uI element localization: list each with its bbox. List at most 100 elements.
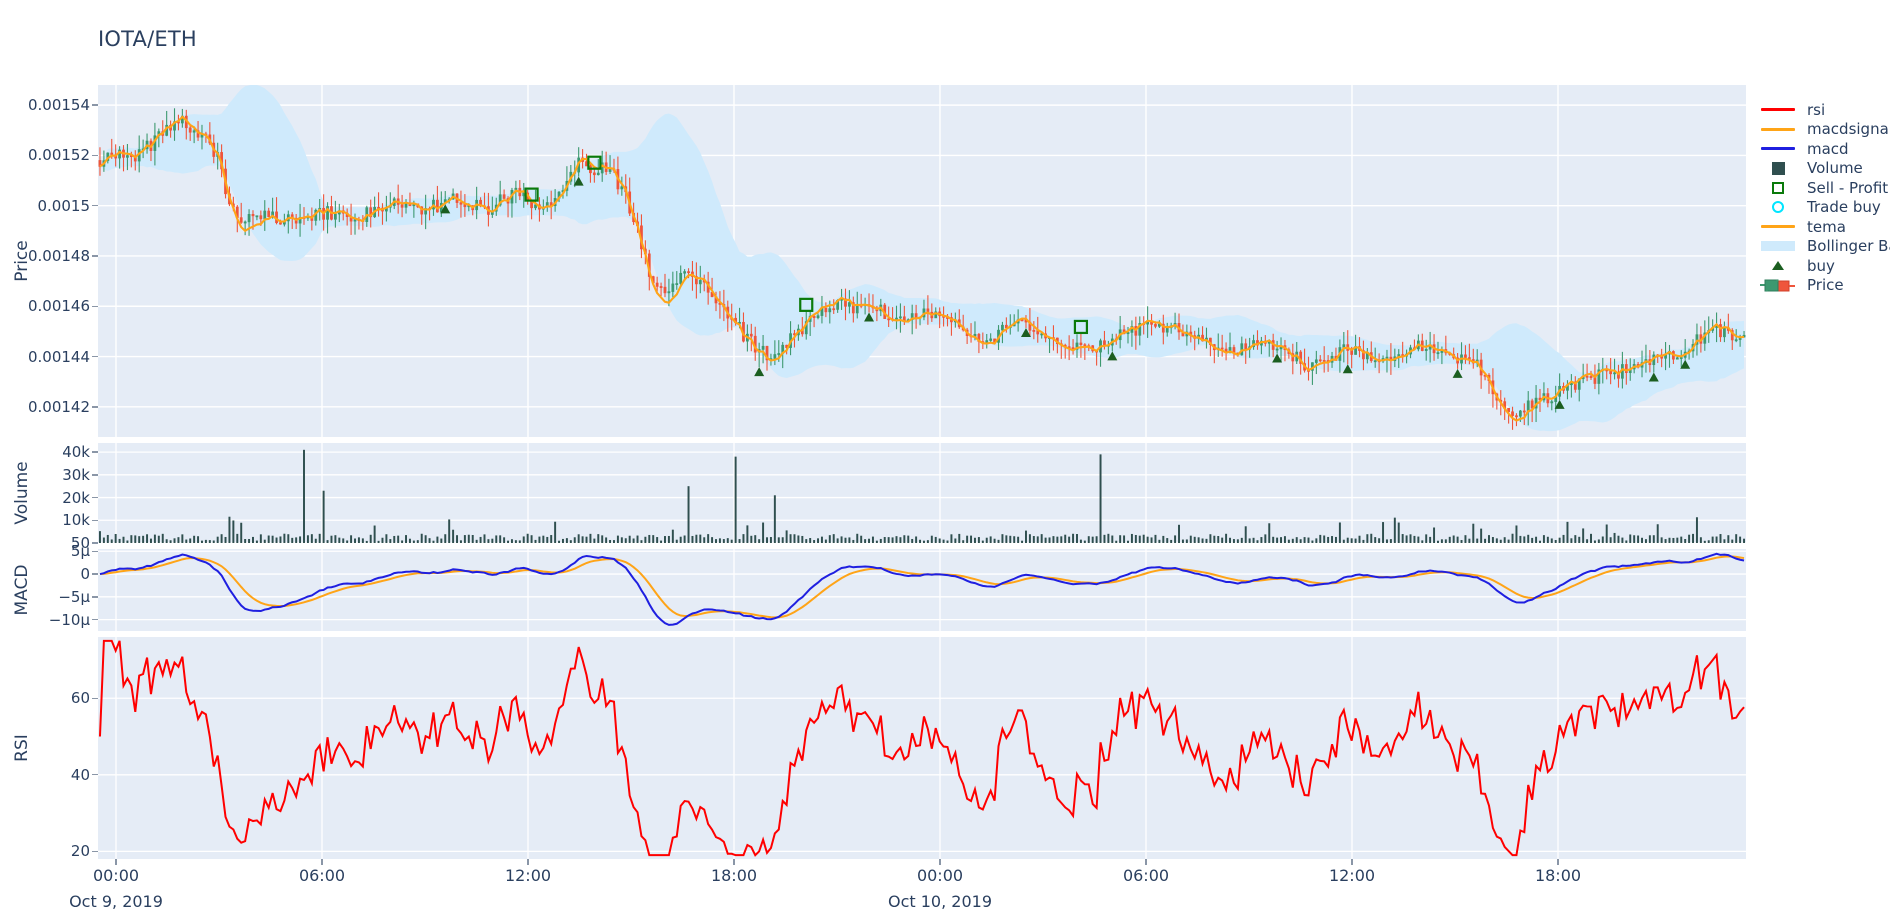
x-tick-1: 06:00	[298, 866, 346, 885]
y-tick-price-6: 0.00142	[27, 397, 90, 416]
y-tick-macd-1: 0	[80, 565, 90, 584]
x-tick-mark	[115, 859, 117, 865]
y-tick-mark	[92, 255, 98, 257]
legend-item-label: Trade buy	[1807, 198, 1881, 217]
legend-triangle-up-icon	[1772, 261, 1784, 271]
legend-item-volume[interactable]: Volume	[1756, 159, 1890, 179]
y-tick-rsi-0: 60	[70, 689, 90, 708]
y-tick-price-3: 0.00148	[27, 246, 90, 265]
x-tick-5: 06:00	[1122, 866, 1170, 885]
legend-line-icon	[1761, 147, 1795, 151]
legend-key-square-open	[1756, 181, 1800, 194]
legend-key-line	[1756, 225, 1800, 229]
y-tick-price-2: 0.0015	[37, 196, 91, 215]
legend-item-rsi[interactable]: rsi	[1756, 100, 1890, 120]
chart-legend: rsi macdsignal macd Volume Sell - Profit Trad…	[1756, 100, 1890, 295]
legend-item-label: Price	[1807, 276, 1844, 295]
axis-title-rsi: RSI	[12, 734, 32, 762]
y-tick-price-5: 0.00144	[27, 347, 90, 366]
legend-item-tema[interactable]: tema	[1756, 217, 1890, 237]
x-tick-mark	[527, 859, 529, 865]
legend-key-triangle	[1756, 261, 1800, 271]
y-tick-macd-3: −10µ	[48, 610, 90, 629]
y-tick-mark	[92, 204, 98, 207]
x-tick-7: 18:00	[1534, 866, 1582, 885]
legend-item-label: Volume	[1807, 159, 1863, 178]
legend-square-icon	[1771, 161, 1785, 175]
legend-item-label: buy	[1807, 256, 1835, 275]
axis-title-price: Price	[12, 240, 32, 282]
y-tick-mark	[92, 542, 98, 544]
volume-panel	[98, 443, 1746, 543]
legend-item-macdsignal[interactable]: macdsignal	[1756, 120, 1890, 140]
macd-panel	[98, 549, 1746, 631]
rsi-panel	[98, 637, 1746, 859]
y-tick-mark	[92, 618, 98, 621]
x-tick-mark	[321, 859, 323, 865]
legend-item-label: rsi	[1807, 100, 1826, 119]
legend-item-price[interactable]: Price	[1756, 276, 1890, 296]
x-tick-mark	[939, 859, 941, 865]
legend-key-square	[1756, 161, 1800, 175]
y-tick-volume-4: 50	[70, 533, 90, 552]
y-tick-mark	[92, 850, 98, 853]
y-tick-price-0: 0.00154	[27, 96, 90, 115]
volume-plot	[98, 443, 1746, 543]
y-tick-rsi-2: 20	[70, 842, 90, 861]
legend-item-label: tema	[1807, 217, 1846, 236]
y-tick-mark	[92, 154, 98, 157]
macd-plot	[98, 549, 1746, 631]
y-tick-volume-3: 10k	[62, 511, 90, 530]
legend-key-candlestick	[1756, 277, 1800, 293]
y-tick-volume-1: 30k	[62, 465, 90, 484]
legend-item-buy[interactable]: buy	[1756, 256, 1890, 276]
x-tick-4: 00:00	[916, 866, 964, 885]
legend-item-sell-profit[interactable]: Sell - Profit	[1756, 178, 1890, 198]
x-tick-6: 12:00	[1328, 866, 1376, 885]
x-date-label-1: Oct 10, 2019	[888, 892, 992, 911]
y-tick-mark	[92, 573, 98, 575]
y-tick-mark	[92, 474, 98, 476]
x-tick-mark	[1557, 859, 1559, 865]
y-tick-mark	[92, 496, 98, 499]
legend-line-icon	[1761, 127, 1795, 131]
x-tick-mark	[1351, 859, 1353, 865]
legend-item-macd[interactable]: macd	[1756, 139, 1890, 159]
legend-item-label: macd	[1807, 139, 1849, 158]
y-tick-mark	[92, 519, 98, 521]
y-tick-rsi-1: 40	[70, 765, 90, 784]
y-tick-macd-0: 5µ	[70, 542, 90, 561]
axis-title-volume: Volume	[12, 461, 32, 525]
x-date-label-0: Oct 9, 2019	[69, 892, 163, 911]
y-tick-mark	[92, 406, 98, 408]
legend-square-open-icon	[1772, 181, 1784, 194]
legend-item-label: macdsignal	[1807, 120, 1890, 139]
y-tick-mark	[92, 697, 98, 699]
x-tick-2: 12:00	[504, 866, 552, 885]
price-panel	[98, 85, 1746, 437]
x-tick-mark	[733, 859, 735, 865]
x-tick-mark	[1145, 859, 1147, 865]
x-tick-0: 00:00	[92, 866, 140, 885]
legend-key-band	[1756, 241, 1800, 252]
y-tick-mark	[92, 774, 98, 776]
y-tick-mark	[92, 104, 98, 106]
y-tick-mark	[92, 596, 98, 598]
rsi-plot	[98, 637, 1746, 859]
legend-circle-open-icon	[1772, 201, 1784, 214]
legend-key-line	[1756, 108, 1800, 112]
y-tick-price-1: 0.00152	[27, 146, 90, 165]
legend-key-line	[1756, 127, 1800, 131]
y-tick-macd-2: −5µ	[58, 587, 90, 606]
axis-title-macd: MACD	[12, 564, 32, 616]
y-tick-mark	[92, 355, 98, 358]
legend-item-bollinger-band[interactable]: Bollinger Band	[1756, 237, 1890, 257]
y-tick-mark	[92, 305, 98, 307]
legend-band-icon	[1761, 241, 1795, 252]
y-tick-mark	[92, 451, 98, 453]
legend-item-trade-buy[interactable]: Trade buy	[1756, 198, 1890, 218]
y-tick-price-4: 0.00146	[27, 297, 90, 316]
legend-item-label: Bollinger Band	[1807, 237, 1890, 256]
y-tick-mark	[92, 550, 98, 552]
